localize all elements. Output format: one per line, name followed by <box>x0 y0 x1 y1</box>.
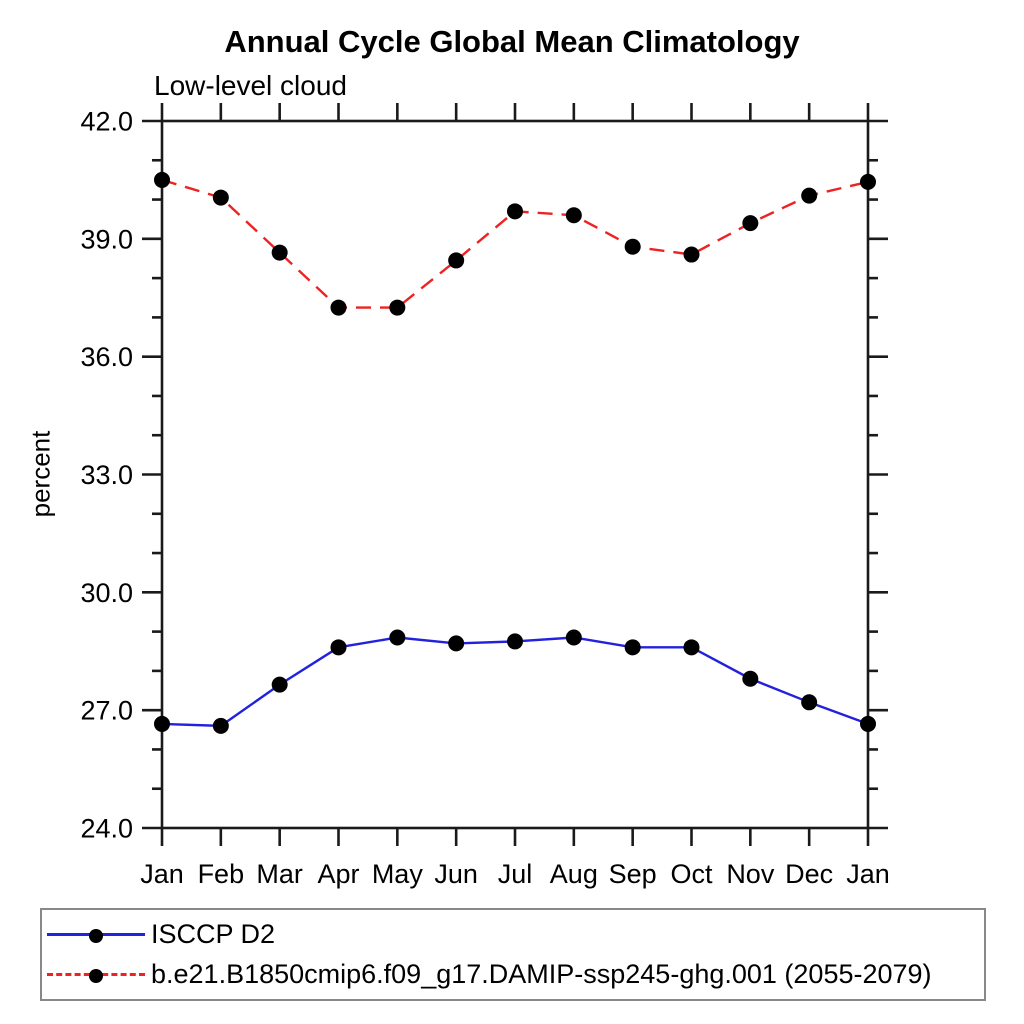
data-point-marker <box>271 676 288 693</box>
data-point-marker <box>742 215 759 232</box>
y-tick-label: 36.0 <box>80 342 133 372</box>
legend-label-model: b.e21.B1850cmip6.f09_g17.DAMIP-ssp245-gh… <box>151 959 932 989</box>
x-tick-label: Mar <box>256 859 303 889</box>
data-point-marker <box>212 717 229 734</box>
x-tick-label: Nov <box>726 859 775 889</box>
chart-subtitle: Low-level cloud <box>154 70 347 101</box>
x-tick-label: Dec <box>785 859 833 889</box>
data-point-marker <box>448 635 465 652</box>
data-point-marker <box>507 203 523 220</box>
axes: 24.0 27.0 30.0 33.0 36.0 39.0 42.0 Jan Feb Mar Apr… <box>80 103 890 889</box>
series-line-1 <box>161 178 869 309</box>
data-point-marker <box>448 252 465 269</box>
data-point-marker <box>565 629 582 646</box>
y-tick-label: 24.0 <box>80 813 133 843</box>
x-tick-label: May <box>372 859 424 889</box>
x-tick-label: Jan <box>140 859 184 889</box>
legend-marker-dot <box>89 929 103 943</box>
data-point-marker <box>801 694 818 711</box>
plot-frame <box>160 119 870 830</box>
series-line-0 <box>161 636 869 728</box>
data-point-marker <box>565 207 582 224</box>
data-point-marker <box>860 715 876 732</box>
x-tick-label: Jul <box>498 859 533 889</box>
x-tick-label: Jan <box>846 859 890 889</box>
data-point-marker <box>507 633 523 650</box>
data-point-marker <box>389 629 406 646</box>
legend-marker-dot <box>89 969 103 983</box>
x-tick-label: Sep <box>609 859 657 889</box>
legend-row-isccp: ISCCP D2 <box>42 915 984 955</box>
y-tick-label: 33.0 <box>80 460 133 490</box>
data-point-marker <box>624 238 641 255</box>
data-point-marker <box>330 639 347 656</box>
legend-label-isccp: ISCCP D2 <box>151 919 276 949</box>
data-point-marker <box>271 244 288 261</box>
data-point-marker <box>212 189 229 206</box>
data-point-marker <box>154 715 170 732</box>
data-point-marker <box>742 670 759 687</box>
y-tick-label: 30.0 <box>80 578 133 608</box>
legend-line-sample-dashed <box>47 969 145 983</box>
data-point-marker <box>801 187 818 204</box>
x-tick-label: Feb <box>198 859 245 889</box>
x-tick-label: Aug <box>550 859 598 889</box>
series-0 <box>154 629 876 734</box>
data-point-marker <box>683 639 700 656</box>
x-tick-label: Oct <box>670 859 713 889</box>
data-point-marker <box>389 299 406 316</box>
y-tick-label: 42.0 <box>80 106 133 136</box>
legend-line-sample-solid <box>47 929 145 943</box>
data-point-marker <box>860 173 876 190</box>
data-point-marker <box>330 299 347 316</box>
data-point-marker <box>154 171 170 188</box>
legend-row-model: b.e21.B1850cmip6.f09_g17.DAMIP-ssp245-gh… <box>42 955 984 995</box>
y-tick-label: 39.0 <box>80 224 133 254</box>
data-point-marker <box>624 639 641 656</box>
legend: ISCCP D2 b.e21.B1850cmip6.f09_g17.DAMIP-… <box>40 908 986 1001</box>
chart-title: Annual Cycle Global Mean Climatology <box>224 24 800 59</box>
series-1 <box>154 171 876 316</box>
data-point-marker <box>683 246 700 263</box>
y-tick-label: 27.0 <box>80 696 133 726</box>
x-tick-label: Jun <box>434 859 478 889</box>
x-tick-label: Apr <box>317 859 359 889</box>
